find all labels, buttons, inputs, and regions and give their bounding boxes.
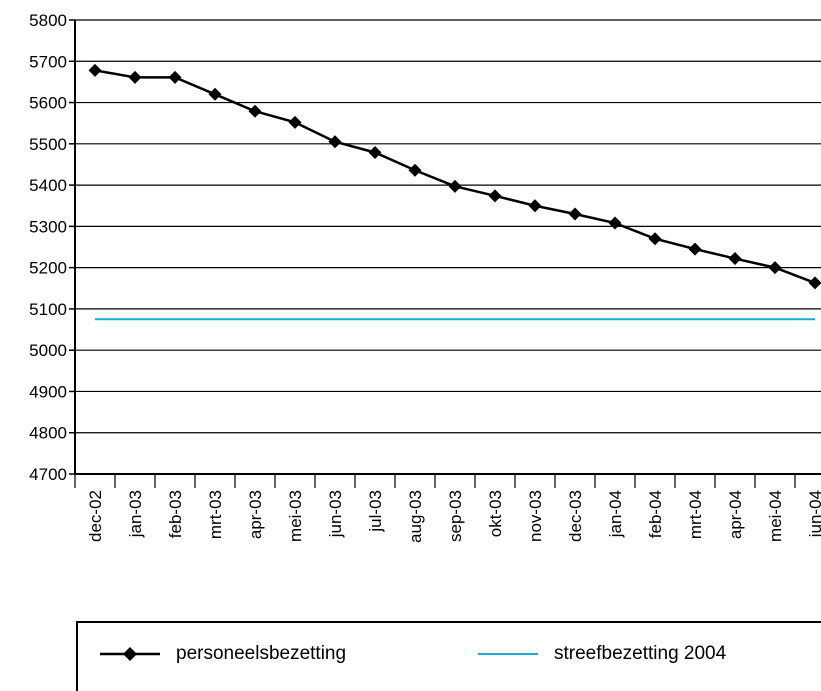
y-tick-label: 4700: [29, 465, 67, 484]
legend-label: personeelsbezetting: [176, 643, 346, 665]
data-point: [689, 243, 702, 256]
data-point: [409, 164, 422, 177]
x-tick-label: dec-02: [86, 490, 105, 542]
y-tick-label: 5800: [29, 11, 67, 30]
data-point: [489, 189, 502, 202]
data-point: [209, 88, 222, 101]
y-tick-label: 4800: [29, 424, 67, 443]
x-tick-label: apr-03: [246, 490, 265, 539]
legend-item-personeelsbezetting: personeelsbezetting: [100, 643, 346, 665]
y-tick-label: 5300: [29, 217, 67, 236]
legend: personeelsbezetting streefbezetting 2004: [76, 621, 821, 691]
x-axis-ticks: dec-02 jan-03 feb-03 mrt-03 apr-03 mei-03 jun-…: [75, 474, 821, 543]
data-point: [249, 105, 262, 118]
data-point: [649, 232, 662, 245]
legend-label: streefbezetting 2004: [554, 643, 726, 665]
y-tick-label: 5600: [29, 94, 67, 113]
legend-item-streefbezetting: streefbezetting 2004: [478, 643, 726, 665]
data-point: [449, 180, 462, 193]
x-tick-label: sep-03: [446, 490, 465, 542]
y-tick-label: 5400: [29, 176, 67, 195]
y-tick-label: 5100: [29, 300, 67, 319]
data-point: [729, 252, 742, 265]
data-point: [169, 71, 182, 84]
data-point: [89, 64, 102, 77]
data-point: [569, 207, 582, 220]
data-point: [769, 261, 782, 274]
data-point: [369, 146, 382, 159]
x-tick-label: apr-04: [726, 490, 745, 539]
y-axis-ticks: 4700 4800 4900 5000 5100 5200 5300 5400 5500 5600…: [29, 11, 75, 484]
data-point: [329, 135, 342, 148]
x-tick-label: aug-03: [406, 490, 425, 543]
legend-swatch-cyan-line: [478, 644, 538, 664]
x-tick-label: mrt-04: [686, 490, 705, 539]
x-tick-label: jan-03: [126, 490, 145, 538]
x-tick-label: feb-04: [646, 490, 665, 538]
x-tick-label: dec-03: [566, 490, 585, 542]
y-tick-label: 5500: [29, 135, 67, 154]
data-point: [609, 217, 622, 230]
x-tick-label: mei-03: [286, 490, 305, 542]
data-point: [529, 199, 542, 212]
x-tick-label: jun-04: [806, 490, 821, 538]
x-tick-label: jul-03: [366, 490, 385, 533]
y-tick-label: 5000: [29, 341, 67, 360]
data-point: [129, 71, 142, 84]
x-tick-label: mei-04: [766, 490, 785, 542]
x-tick-label: mrt-03: [206, 490, 225, 539]
x-tick-label: nov-03: [526, 490, 545, 542]
data-point: [289, 116, 302, 129]
x-tick-label: okt-03: [486, 490, 505, 537]
x-tick-label: feb-03: [166, 490, 185, 538]
legend-swatch-diamond-line: [100, 644, 160, 664]
y-tick-label: 5700: [29, 52, 67, 71]
y-tick-label: 4900: [29, 382, 67, 401]
y-tick-label: 5200: [29, 259, 67, 278]
series-personeelsbezetting: [89, 64, 821, 290]
x-tick-label: jun-03: [326, 490, 345, 538]
data-point: [809, 276, 821, 289]
line-chart: 4700 4800 4900 5000 5100 5200 5300 5400 5500 5600…: [0, 0, 821, 620]
x-tick-label: jan-04: [606, 490, 625, 538]
